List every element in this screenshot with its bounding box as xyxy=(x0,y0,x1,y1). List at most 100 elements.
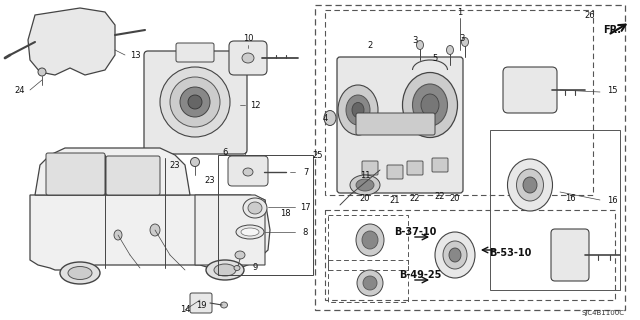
Text: 22: 22 xyxy=(435,191,445,201)
Text: 21: 21 xyxy=(390,196,400,204)
Ellipse shape xyxy=(421,94,439,116)
Ellipse shape xyxy=(235,251,245,259)
Polygon shape xyxy=(28,8,115,75)
Text: 16: 16 xyxy=(607,196,618,204)
Text: B-37-10: B-37-10 xyxy=(394,227,436,237)
Polygon shape xyxy=(195,195,265,265)
Text: 18: 18 xyxy=(280,209,291,218)
Text: B-49-25: B-49-25 xyxy=(399,270,441,280)
Text: 3: 3 xyxy=(412,36,418,44)
Text: 23: 23 xyxy=(205,175,215,185)
Ellipse shape xyxy=(214,264,236,276)
FancyBboxPatch shape xyxy=(503,67,557,113)
Text: 19: 19 xyxy=(196,300,206,309)
Ellipse shape xyxy=(350,175,380,195)
Text: 11: 11 xyxy=(360,171,371,180)
Ellipse shape xyxy=(461,37,468,46)
Bar xyxy=(328,215,408,270)
FancyBboxPatch shape xyxy=(46,153,105,195)
Ellipse shape xyxy=(38,68,46,76)
Text: 7: 7 xyxy=(303,167,308,177)
Ellipse shape xyxy=(114,230,122,240)
Ellipse shape xyxy=(403,73,458,138)
Polygon shape xyxy=(35,148,190,195)
Text: 16: 16 xyxy=(564,194,575,203)
Ellipse shape xyxy=(356,224,384,256)
FancyBboxPatch shape xyxy=(407,161,423,175)
Text: 4: 4 xyxy=(323,114,328,123)
Bar xyxy=(325,210,615,300)
Ellipse shape xyxy=(338,85,378,135)
FancyBboxPatch shape xyxy=(176,43,214,62)
Ellipse shape xyxy=(508,159,552,211)
Ellipse shape xyxy=(356,179,374,191)
FancyBboxPatch shape xyxy=(356,113,435,135)
Bar xyxy=(328,260,408,302)
Text: 9: 9 xyxy=(252,263,258,273)
Ellipse shape xyxy=(413,84,447,126)
Ellipse shape xyxy=(243,198,267,218)
Ellipse shape xyxy=(180,87,210,117)
Ellipse shape xyxy=(221,302,227,308)
Text: 10: 10 xyxy=(243,34,253,43)
Ellipse shape xyxy=(248,202,262,214)
Ellipse shape xyxy=(68,267,92,279)
Ellipse shape xyxy=(241,228,259,236)
Text: 24: 24 xyxy=(15,85,25,94)
Text: 13: 13 xyxy=(130,51,140,60)
Text: 20: 20 xyxy=(360,194,371,203)
Ellipse shape xyxy=(170,77,220,127)
Text: 25: 25 xyxy=(313,150,323,159)
FancyBboxPatch shape xyxy=(432,158,448,172)
Ellipse shape xyxy=(363,276,377,290)
Text: FR.: FR. xyxy=(603,25,621,35)
Text: 14: 14 xyxy=(180,306,190,315)
Text: 2: 2 xyxy=(367,41,372,50)
Ellipse shape xyxy=(417,41,424,50)
Text: 3: 3 xyxy=(460,34,465,43)
Ellipse shape xyxy=(516,169,543,201)
FancyBboxPatch shape xyxy=(387,165,403,179)
Ellipse shape xyxy=(206,260,244,280)
FancyBboxPatch shape xyxy=(362,161,378,175)
Ellipse shape xyxy=(150,224,160,236)
Ellipse shape xyxy=(443,241,467,269)
Ellipse shape xyxy=(188,95,202,109)
Text: B-53-10: B-53-10 xyxy=(489,248,531,258)
FancyBboxPatch shape xyxy=(190,293,212,313)
Bar xyxy=(325,10,593,195)
Ellipse shape xyxy=(242,53,254,63)
Text: 5: 5 xyxy=(433,53,438,62)
FancyBboxPatch shape xyxy=(144,51,247,154)
FancyBboxPatch shape xyxy=(106,156,160,195)
Text: 22: 22 xyxy=(410,194,420,203)
Ellipse shape xyxy=(447,45,454,54)
Bar xyxy=(218,155,313,275)
Ellipse shape xyxy=(362,231,378,249)
Text: 17: 17 xyxy=(300,203,310,212)
Ellipse shape xyxy=(60,262,100,284)
Ellipse shape xyxy=(243,168,253,176)
Text: 12: 12 xyxy=(250,100,260,109)
FancyBboxPatch shape xyxy=(551,229,589,281)
Polygon shape xyxy=(30,195,270,270)
Ellipse shape xyxy=(449,248,461,262)
Ellipse shape xyxy=(234,266,240,270)
Text: 1: 1 xyxy=(458,7,463,17)
Text: 15: 15 xyxy=(607,85,617,94)
Ellipse shape xyxy=(191,157,200,166)
Ellipse shape xyxy=(236,225,264,239)
Bar xyxy=(315,5,625,310)
FancyBboxPatch shape xyxy=(228,156,268,186)
Ellipse shape xyxy=(346,95,370,125)
Text: 23: 23 xyxy=(170,161,180,170)
Text: 6: 6 xyxy=(222,148,228,156)
FancyBboxPatch shape xyxy=(229,41,267,75)
Ellipse shape xyxy=(160,67,230,137)
Ellipse shape xyxy=(357,270,383,296)
FancyBboxPatch shape xyxy=(337,57,463,193)
Text: 26: 26 xyxy=(585,11,595,20)
Ellipse shape xyxy=(324,110,336,125)
Text: 8: 8 xyxy=(302,228,308,236)
Ellipse shape xyxy=(352,102,364,117)
